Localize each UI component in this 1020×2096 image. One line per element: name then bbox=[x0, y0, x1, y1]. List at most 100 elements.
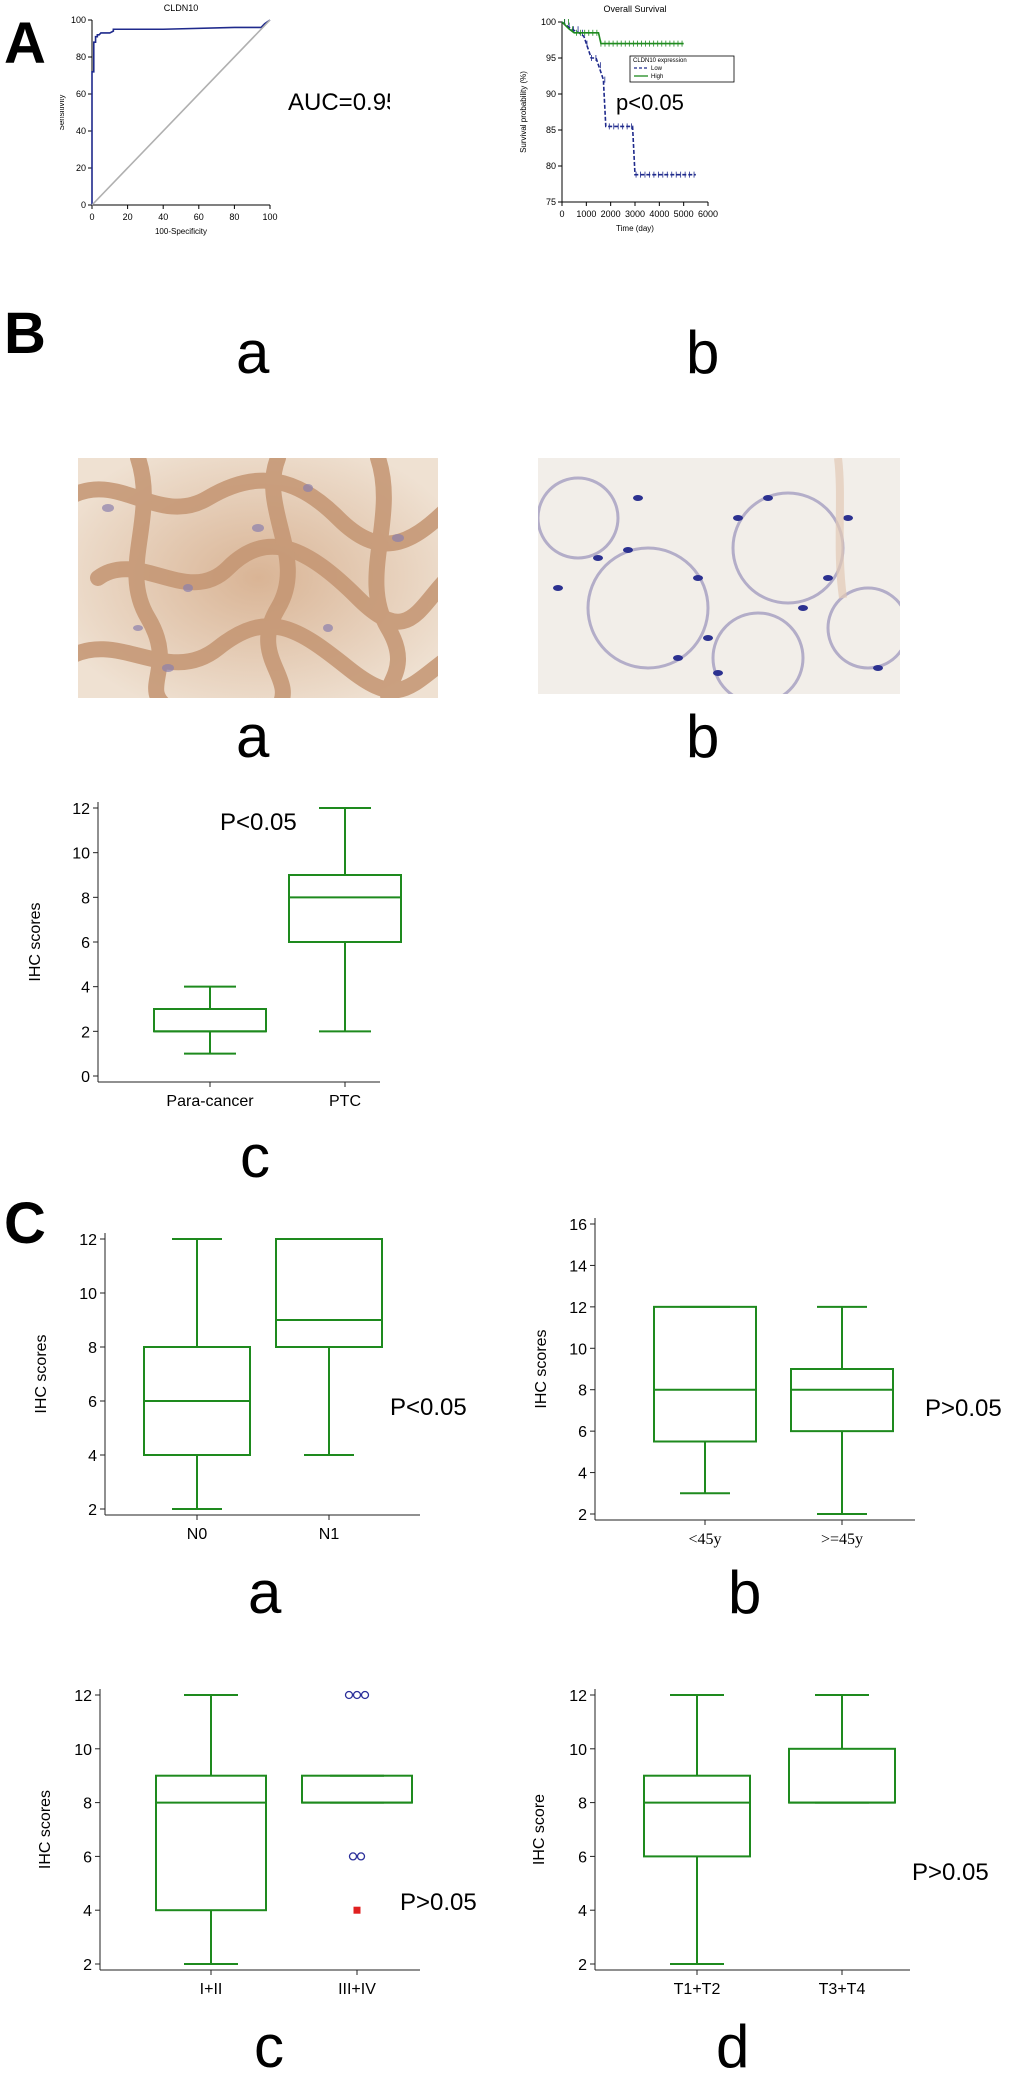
x-axis-label: 100-Specificity bbox=[155, 227, 207, 236]
legend-label-low: Low bbox=[651, 66, 663, 72]
x-tick-label: Para-cancer bbox=[166, 1093, 254, 1110]
y-tick-label: 40 bbox=[76, 126, 86, 136]
section-label-a: A bbox=[4, 11, 46, 76]
section-label-b: B bbox=[4, 301, 46, 366]
ihc-box-plot-ptc: 0 2 4 6 8 10 12 IHC scores Para-cancer PTC P<0.05 bbox=[27, 801, 402, 1110]
outlier-circle bbox=[360, 1690, 370, 1700]
y-tick-label: 0 bbox=[81, 200, 86, 210]
y-tick-label: 12 bbox=[569, 1688, 587, 1705]
y-tick-label: 16 bbox=[569, 1217, 587, 1234]
panel-label-A-b: b bbox=[686, 319, 720, 386]
y-tick-label: 80 bbox=[76, 52, 86, 62]
chart-title: Overall Survival bbox=[603, 4, 666, 14]
x-tick-label: N1 bbox=[319, 1526, 340, 1543]
ihc-box-plot-lymph-node: 2 4 6 8 10 12 IHC scores N0 N1 P<0.05 bbox=[33, 1232, 467, 1543]
y-tick-label: 12 bbox=[74, 1688, 92, 1705]
series-line-low bbox=[561, 21, 696, 176]
ihc-image-para-cancer-texture bbox=[538, 458, 900, 694]
outlier-circle bbox=[352, 1690, 362, 1700]
y-tick-label: 10 bbox=[569, 1742, 587, 1759]
box-iqr bbox=[288, 874, 402, 943]
auc-annotation: AUC=0.954 bbox=[288, 89, 390, 116]
legend-box bbox=[629, 55, 735, 83]
y-tick-label: 75 bbox=[546, 197, 556, 207]
outlier-circle bbox=[344, 1690, 354, 1700]
box-iqr bbox=[155, 1774, 267, 1912]
y-axis-label: IHC scores bbox=[37, 1790, 54, 1869]
y-tick-label: 10 bbox=[72, 846, 90, 863]
box-iqr bbox=[301, 1774, 413, 1804]
section-label-c: C bbox=[4, 1191, 46, 1256]
x-tick-label: 0 bbox=[89, 212, 94, 222]
x-tick-label: 60 bbox=[194, 212, 204, 222]
y-tick-label: 2 bbox=[578, 1957, 587, 1974]
x-tick-label: PTC bbox=[329, 1093, 361, 1110]
y-tick-label: 12 bbox=[79, 1232, 97, 1249]
x-tick-label: 1000 bbox=[576, 209, 596, 219]
y-axis-label: IHC scores bbox=[533, 1329, 550, 1408]
panel-label-B-b: b bbox=[686, 703, 720, 770]
x-tick-label: >=45y bbox=[821, 1531, 863, 1548]
series-line-high bbox=[561, 21, 684, 45]
box-iqr bbox=[790, 1368, 894, 1433]
box-iqr bbox=[788, 1747, 896, 1804]
x-tick-label: 100 bbox=[262, 212, 277, 222]
y-tick-label: 85 bbox=[546, 125, 556, 135]
outlier-circle bbox=[356, 1852, 366, 1861]
x-tick-label: 6000 bbox=[698, 209, 718, 219]
y-tick-label: 4 bbox=[578, 1903, 587, 1920]
legend-title: CLDN10 expression bbox=[633, 58, 687, 64]
ihc-image-ptc bbox=[78, 458, 438, 698]
x-tick-label: 4000 bbox=[649, 209, 669, 219]
x-tick-label: I+II bbox=[200, 1981, 223, 1998]
y-tick-label: 2 bbox=[578, 1507, 587, 1524]
y-tick-label: 6 bbox=[578, 1849, 587, 1866]
p-value-annotation: P<0.05 bbox=[390, 1394, 467, 1421]
p-value-annotation: p<0.05 bbox=[616, 90, 684, 115]
panel-label-B-a: a bbox=[236, 703, 270, 770]
panel-label-B-c: c bbox=[240, 1123, 270, 1190]
outlier-circle bbox=[348, 1852, 358, 1861]
y-tick-label: 6 bbox=[88, 1394, 97, 1411]
y-axis-label: Sensitivity bbox=[60, 94, 66, 130]
x-tick-label: 2000 bbox=[601, 209, 621, 219]
y-axis-label: IHC scores bbox=[27, 902, 44, 981]
x-tick-label: 20 bbox=[123, 212, 133, 222]
y-tick-label: 90 bbox=[546, 89, 556, 99]
panel-label-C-d: d bbox=[716, 2013, 750, 2080]
y-tick-label: 0 bbox=[81, 1069, 90, 1086]
outlier-square bbox=[353, 1906, 361, 1914]
p-value-annotation: P>0.05 bbox=[912, 1859, 989, 1886]
survival-curve-chart: Overall Survival 0 1000 2000 3000 4000 5000 600… bbox=[520, 4, 735, 233]
y-tick-label: 10 bbox=[569, 1341, 587, 1358]
x-tick-label: 0 bbox=[559, 209, 564, 219]
box-iqr bbox=[275, 1238, 383, 1348]
x-tick-label: 3000 bbox=[625, 209, 645, 219]
y-tick-label: 6 bbox=[83, 1849, 92, 1866]
y-tick-label: 8 bbox=[81, 890, 90, 907]
p-value-annotation: P<0.05 bbox=[220, 809, 297, 836]
y-axis-label: Survival probability (%) bbox=[520, 71, 528, 153]
y-tick-label: 4 bbox=[88, 1448, 97, 1465]
y-tick-label: 2 bbox=[83, 1957, 92, 1974]
series-line-1 bbox=[91, 19, 271, 206]
y-tick-label: 8 bbox=[578, 1383, 587, 1400]
p-value-annotation: P>0.05 bbox=[400, 1889, 477, 1916]
panel-label-C-b: b bbox=[728, 1559, 762, 1626]
y-tick-label: 6 bbox=[81, 935, 90, 952]
y-tick-label: 2 bbox=[81, 1024, 90, 1041]
y-tick-label: 12 bbox=[72, 801, 90, 818]
panel-label-A-a: a bbox=[236, 319, 270, 386]
y-tick-label: 20 bbox=[76, 163, 86, 173]
y-tick-label: 10 bbox=[79, 1286, 97, 1303]
chart-title: CLDN10 bbox=[164, 3, 199, 13]
box-iqr bbox=[653, 1305, 757, 1443]
y-axis-label: IHC scores bbox=[33, 1334, 50, 1413]
y-tick-label: 80 bbox=[546, 161, 556, 171]
x-tick-label: 80 bbox=[229, 212, 239, 222]
x-tick-label: <45y bbox=[688, 1531, 721, 1548]
y-tick-label: 4 bbox=[578, 1466, 587, 1483]
y-tick-label: 95 bbox=[546, 53, 556, 63]
x-tick-label: 5000 bbox=[674, 209, 694, 219]
y-tick-label: 2 bbox=[88, 1502, 97, 1519]
